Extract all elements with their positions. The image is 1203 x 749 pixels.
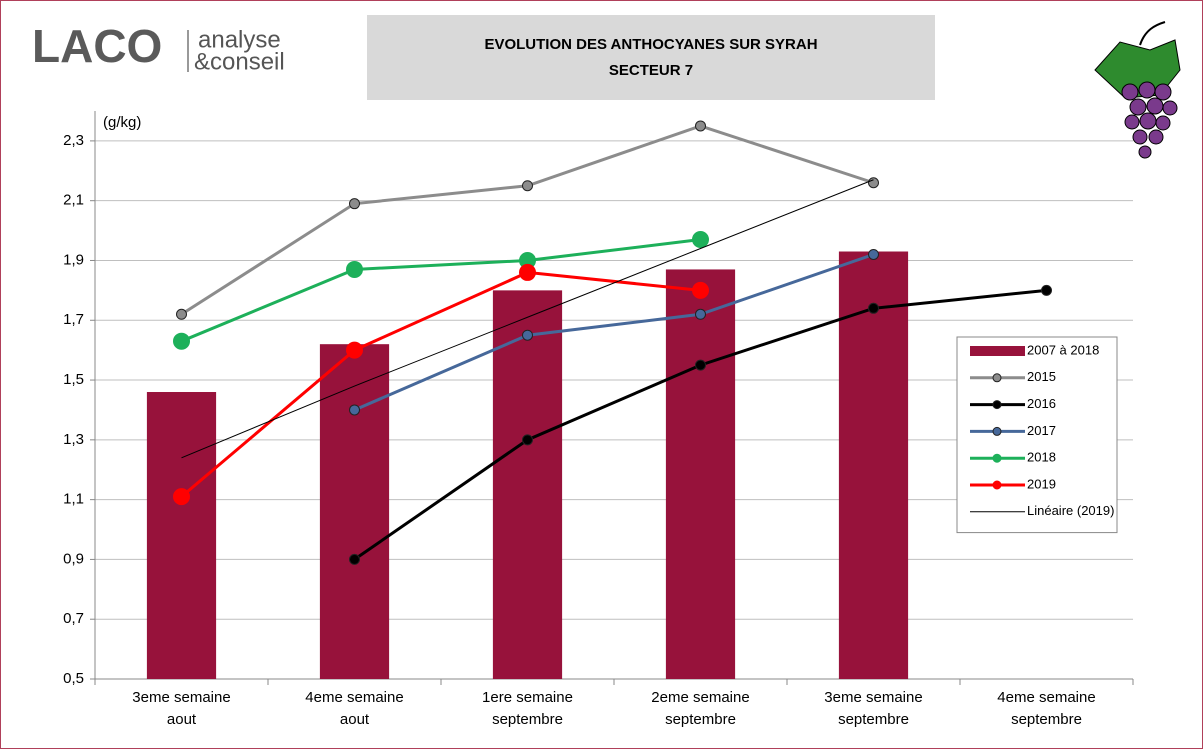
x-tick-label: septembre bbox=[1011, 711, 1082, 728]
y-tick-label: 1,1 bbox=[63, 491, 84, 508]
legend-marker bbox=[992, 373, 1002, 383]
point bbox=[349, 404, 360, 416]
point bbox=[522, 434, 533, 446]
point bbox=[695, 120, 706, 132]
point bbox=[522, 329, 533, 341]
logo-name: LACO bbox=[32, 20, 162, 72]
legend-marker bbox=[992, 400, 1002, 410]
point bbox=[173, 332, 190, 350]
legend-label: 2015 bbox=[1027, 369, 1056, 384]
point bbox=[346, 341, 363, 359]
point bbox=[349, 198, 360, 210]
y-tick-label: 2,3 bbox=[63, 132, 84, 149]
x-tick-label: 1ere semaine bbox=[482, 689, 573, 706]
y-tick-label: 1,9 bbox=[63, 251, 84, 268]
legend-label: 2019 bbox=[1027, 476, 1056, 491]
point bbox=[349, 553, 360, 565]
series-line bbox=[353, 253, 874, 412]
y-tick-label: 1,3 bbox=[63, 431, 84, 448]
legend-marker bbox=[992, 426, 1002, 436]
y-tick-label: 1,5 bbox=[63, 371, 84, 388]
title-box bbox=[367, 15, 935, 100]
y-axis-label: (g/kg) bbox=[103, 114, 141, 131]
legend-label: 2018 bbox=[1027, 450, 1056, 465]
legend-label: 2007 à 2018 bbox=[1027, 342, 1099, 357]
logo-tagline: &conseil bbox=[194, 48, 285, 75]
bar bbox=[492, 290, 563, 679]
x-tick-label: 4eme semaine bbox=[997, 689, 1095, 706]
legend-label: 2017 bbox=[1027, 423, 1056, 438]
point bbox=[519, 263, 536, 281]
legend-marker bbox=[992, 453, 1002, 463]
bar bbox=[319, 344, 390, 679]
bar bbox=[838, 251, 909, 680]
point bbox=[695, 359, 706, 371]
y-tick-label: 0,9 bbox=[63, 550, 84, 567]
x-tick-label: 2eme semaine bbox=[651, 689, 749, 706]
legend-marker bbox=[992, 480, 1002, 490]
series-line bbox=[180, 238, 701, 343]
x-tick-label: septembre bbox=[838, 711, 909, 728]
x-tick-label: septembre bbox=[665, 711, 736, 728]
y-tick-label: 0,5 bbox=[63, 670, 84, 687]
chart-subtitle: SECTEUR 7 bbox=[609, 62, 693, 79]
point bbox=[868, 177, 879, 189]
series-line bbox=[180, 270, 701, 498]
x-tick-label: aout bbox=[340, 711, 370, 728]
point bbox=[522, 180, 533, 192]
point bbox=[346, 260, 363, 278]
y-tick-label: 1,7 bbox=[63, 311, 84, 328]
point bbox=[1041, 284, 1052, 296]
x-tick-label: septembre bbox=[492, 711, 563, 728]
legend-box bbox=[956, 336, 1118, 534]
legend-label: 2016 bbox=[1027, 396, 1056, 411]
y-tick-label: 0,7 bbox=[63, 610, 84, 627]
bar bbox=[665, 269, 736, 679]
point bbox=[868, 248, 879, 260]
x-tick-label: 4eme semaine bbox=[305, 689, 403, 706]
y-tick-label: 2,1 bbox=[63, 192, 84, 209]
grape-icon bbox=[1094, 21, 1181, 159]
point bbox=[176, 308, 187, 320]
trend-line bbox=[181, 179, 874, 459]
point bbox=[173, 488, 190, 506]
chart-title: EVOLUTION DES ANTHOCYANES SUR SYRAH bbox=[484, 36, 817, 53]
x-tick-label: aout bbox=[167, 711, 197, 728]
bar bbox=[146, 392, 217, 679]
legend-swatch bbox=[970, 346, 1025, 356]
x-tick-label: 3eme semaine bbox=[824, 689, 922, 706]
point bbox=[868, 302, 879, 314]
point bbox=[695, 308, 706, 320]
point bbox=[692, 231, 709, 249]
x-tick-label: 3eme semaine bbox=[132, 689, 230, 706]
legend-label: Linéaire (2019) bbox=[1027, 503, 1114, 518]
point bbox=[692, 281, 709, 299]
logo-tagline: analyse bbox=[198, 26, 281, 53]
